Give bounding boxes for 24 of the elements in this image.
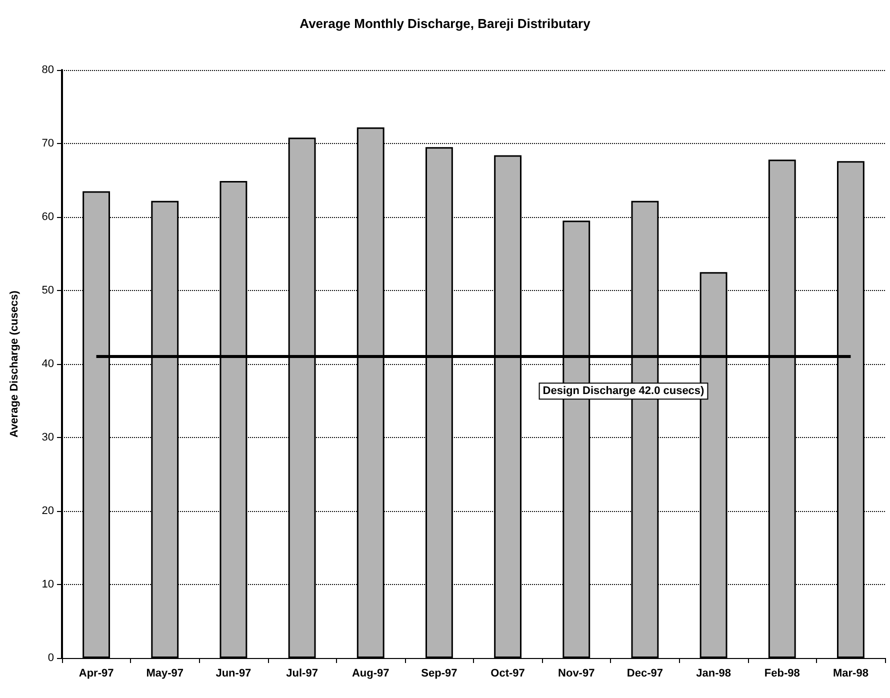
x-tick-label: Mar-98 [832,668,868,680]
x-tick-label: Jun-97 [216,668,252,680]
y-tick-label: 50 [42,284,54,296]
x-tick-label: Apr-97 [78,668,114,680]
y-tick-label: 40 [42,358,54,370]
y-tick-label: 60 [42,211,54,223]
x-tick-label: Oct-97 [490,668,525,680]
x-tick-label: Nov-97 [558,668,595,680]
y-tick-label: 0 [48,652,54,664]
x-tick-label: Jan-98 [696,668,731,680]
x-tick-label: May-97 [146,668,184,680]
chart-title: Average Monthly Discharge, Bareji Distributary [300,16,592,31]
y-tick-label: 10 [42,578,54,590]
x-tick-label: Dec-97 [626,668,663,680]
y-tick-label: 70 [42,138,54,150]
x-tick-label: Jul-97 [286,668,318,680]
ref-line-label: Design Discharge 42.0 cusecs) [542,385,705,398]
x-tick-label: Sep-97 [421,668,458,680]
x-tick-label: Aug-97 [352,668,390,680]
y-tick-label: 80 [42,64,54,76]
y-tick-label: 20 [42,505,54,517]
y-tick-label: 30 [42,432,54,444]
x-tick-label: Feb-98 [764,668,800,680]
y-axis-title: Average Discharge (cusecs) [8,290,20,438]
